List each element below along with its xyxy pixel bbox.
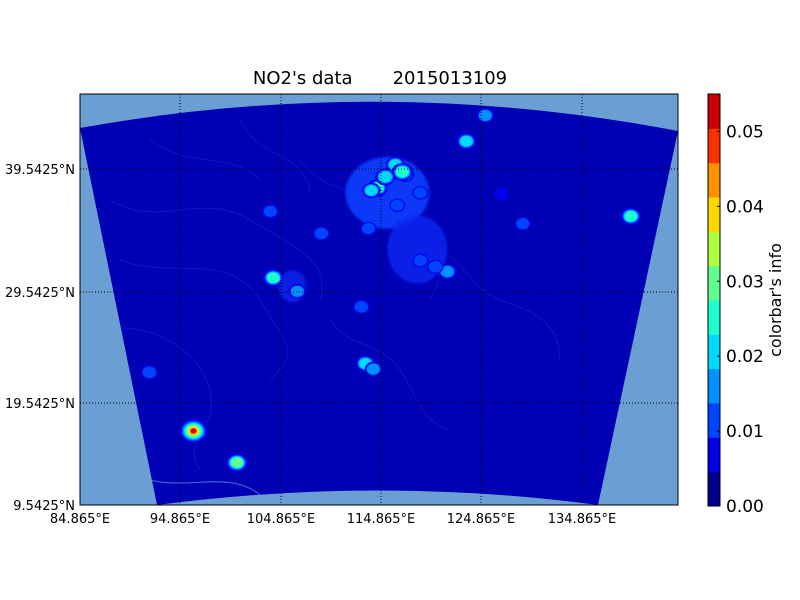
hotspot-14 <box>620 207 641 225</box>
hotspot-19 <box>313 226 330 241</box>
colorbar-tick-label: 0.01 <box>726 422 764 442</box>
hotspot-28-level-2 <box>354 301 369 313</box>
hotspot-3 <box>362 182 381 199</box>
contour-line-6 <box>149 139 261 181</box>
hotspot-11-level-4 <box>460 135 473 147</box>
hotspot-22 <box>179 418 208 444</box>
hotspot-23 <box>141 365 158 380</box>
title-date: 2015013109 <box>392 68 508 89</box>
colorbar-tick-label: 0.04 <box>726 197 764 217</box>
lat-lon-grid <box>80 94 678 505</box>
hotspot-11 <box>456 133 476 150</box>
colorbar: 0.00 0.01 0.02 0.03 0.04 0.05 <box>707 93 764 517</box>
hotspot-10-level-3 <box>366 363 380 375</box>
hotspot-4-level-2 <box>390 199 404 211</box>
hotspot-12-level-3 <box>478 109 492 121</box>
colorbar-segment-1 <box>708 437 720 473</box>
hotspot-15-level-2 <box>516 218 530 230</box>
colorbar-segment-6 <box>708 265 720 301</box>
hotspot-3-level-4 <box>365 185 378 196</box>
hotspot-27 <box>360 221 377 236</box>
colorbar-tick-label: 0.05 <box>726 122 764 142</box>
colorbar-segment-4 <box>708 334 720 370</box>
hotspot-27-level-2 <box>361 222 375 235</box>
hotspot-20 <box>262 204 279 219</box>
hotspot-7-level-2 <box>428 260 443 273</box>
regional-haze-east-china <box>387 215 448 284</box>
contour-line-0 <box>109 199 323 301</box>
colorbar-tick-label: 0.03 <box>726 272 764 292</box>
colorbar-label: colorbar's info <box>766 243 785 357</box>
hotspot-23-level-2 <box>142 366 157 379</box>
no2-hotspots <box>107 108 641 472</box>
contour-line-2 <box>99 327 212 471</box>
hotspot-18-level-3 <box>290 285 304 297</box>
colorbar-segment-0 <box>708 471 720 507</box>
colorbar-segment-8 <box>708 197 720 232</box>
x-tick-label: 134.865°E <box>548 512 616 527</box>
hotspot-21-level-6 <box>231 458 243 468</box>
colorbar-segment-2 <box>708 403 720 438</box>
hotspot-18 <box>288 284 306 299</box>
chart-title: NO2's data 2015013109 <box>80 68 680 89</box>
hotspot-10 <box>364 361 382 377</box>
x-tick-label: 124.865°E <box>447 512 515 527</box>
y-tick-label: 39.5425°N <box>5 163 75 178</box>
title-main: NO2's data <box>252 68 353 89</box>
no2-field-domain <box>80 101 678 505</box>
hotspot-4 <box>389 198 406 212</box>
contour-line-5 <box>239 119 311 191</box>
y-tick-label: 9.5425°N <box>13 499 75 514</box>
hotspot-5 <box>412 186 429 200</box>
colorbar-segment-3 <box>708 368 720 404</box>
hotspot-19-level-2 <box>314 227 329 240</box>
hotspot-26 <box>375 168 396 186</box>
hotspot-12 <box>476 108 494 123</box>
y-tick-labels: 9.5425°N 19.5425°N 29.5425°N 39.5425°N <box>5 163 75 514</box>
y-tick-label: 19.5425°N <box>5 397 75 412</box>
hotspot-5-level-2 <box>413 187 427 199</box>
hotspot-6-level-3 <box>440 265 455 278</box>
hotspot-8-level-2 <box>413 254 427 267</box>
map-axes <box>79 93 679 506</box>
contour-line-7 <box>329 319 451 431</box>
hotspot-8 <box>412 253 429 268</box>
hotspot-28 <box>353 299 370 314</box>
hotspot-26-level-4 <box>378 171 392 183</box>
hotspot-25-level-5 <box>396 166 409 178</box>
colorbar-tick-label: 0.00 <box>726 497 764 517</box>
hotspot-22-level-10 <box>191 428 196 434</box>
hotspot-14-level-5 <box>624 211 637 222</box>
colorbar-segment-11 <box>708 94 720 129</box>
colorbar-segment-9 <box>708 162 720 198</box>
colorbar-tick-label: 0.02 <box>726 347 764 367</box>
colorbar-segment-10 <box>708 128 720 164</box>
hotspot-0 <box>385 156 405 173</box>
x-tick-label: 94.865°E <box>150 512 210 527</box>
contour-line-4 <box>419 239 561 361</box>
x-tick-label: 114.865°E <box>347 512 415 527</box>
colorbar-segment-7 <box>708 231 720 267</box>
x-tick-label: 84.865°E <box>50 512 110 527</box>
map-frame <box>79 93 679 506</box>
hotspot-17 <box>263 269 284 287</box>
contour-line-1 <box>119 259 289 381</box>
hotspot-17-level-5 <box>267 272 280 283</box>
hotspot-21 <box>226 453 248 472</box>
hotspot-16 <box>493 187 510 201</box>
hotspot-20-level-2 <box>263 205 277 217</box>
x-tick-label: 104.865°E <box>247 512 315 527</box>
hotspot-15 <box>514 216 531 231</box>
hotspot-7 <box>427 259 444 274</box>
colorbar-segment-5 <box>708 300 720 335</box>
colorbar-frame <box>707 93 721 507</box>
hotspot-16-level-1 <box>494 188 509 201</box>
x-tick-labels: 84.865°E 94.865°E 104.865°E 114.865°E 124.86… <box>50 512 616 527</box>
y-tick-label: 29.5425°N <box>5 286 75 301</box>
